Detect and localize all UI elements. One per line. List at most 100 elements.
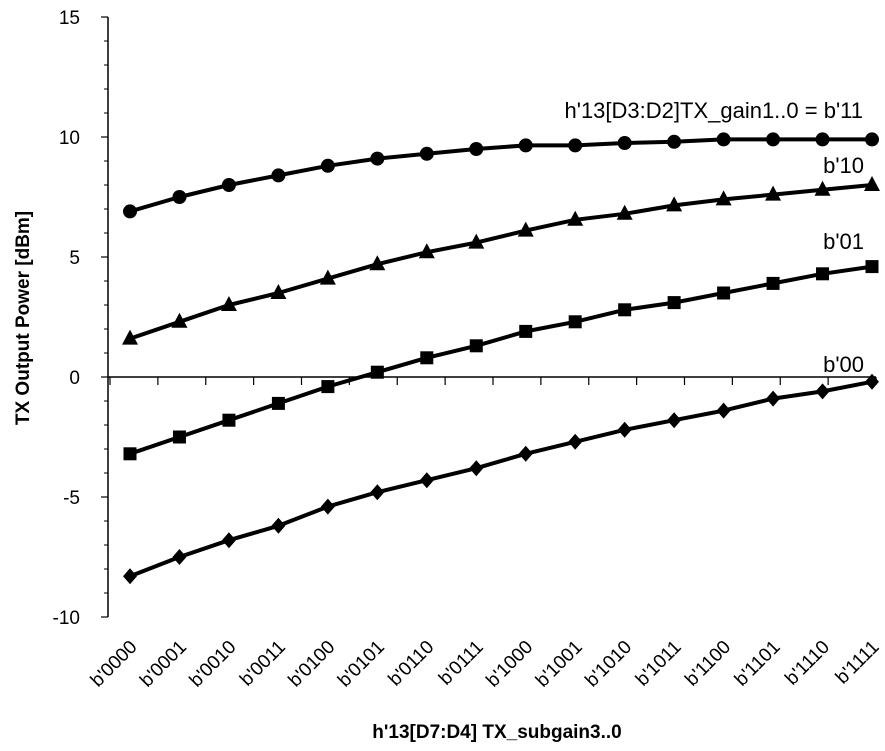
data-point [715, 190, 732, 206]
x-tick-label: b'1010 [581, 637, 636, 692]
y-tick-label: -5 [63, 488, 80, 509]
x-axis-ticks: b'0000b'0001b'0010b'0011b'0100b'0101b'01… [87, 377, 884, 691]
series-label: b'00 [823, 352, 864, 377]
data-point [469, 460, 484, 477]
series-label: b'01 [823, 229, 864, 254]
data-point [370, 365, 384, 379]
data-point [518, 445, 533, 462]
data-point [420, 351, 434, 365]
data-point [616, 204, 633, 220]
x-tick-label: b'0111 [435, 637, 488, 690]
data-point [320, 498, 335, 515]
data-point [618, 303, 632, 317]
data-point [816, 267, 830, 281]
series-line [129, 379, 873, 579]
series-line [129, 183, 873, 341]
y-tick-label: 10 [59, 128, 80, 149]
y-tick-label: 5 [69, 248, 80, 269]
data-point [271, 517, 286, 534]
data-point [319, 269, 336, 285]
data-point [221, 532, 236, 549]
data-point [369, 255, 386, 271]
y-tick-label: -10 [53, 608, 80, 629]
data-point [766, 276, 780, 290]
data-point [418, 243, 435, 259]
x-tick-label: b'1011 [632, 637, 686, 691]
data-point [221, 178, 236, 192]
x-tick-label: b'1110 [781, 637, 834, 690]
data-point [716, 132, 731, 147]
data-point [321, 380, 335, 394]
data-point [370, 151, 385, 166]
data-point [766, 132, 781, 147]
data-point [517, 221, 534, 237]
data-point [667, 134, 682, 149]
data-point [123, 568, 137, 585]
x-tick-label: b'0000 [87, 637, 142, 692]
data-point [568, 433, 583, 450]
data-point [172, 190, 187, 204]
data-point [419, 472, 434, 489]
y-axis-title: TX Output Power [dBm] [13, 211, 34, 425]
series-label: h'13[D3:D2]TX_gain1..0 = b'11 [565, 98, 863, 123]
data-point [469, 339, 483, 353]
data-point [222, 413, 236, 427]
data-point [172, 430, 186, 444]
data-point [123, 204, 137, 219]
x-tick-label: b'0110 [385, 637, 439, 691]
data-point [419, 146, 434, 161]
series-triangle: b'10 [122, 153, 880, 345]
data-point [220, 296, 237, 311]
data-point [717, 286, 731, 300]
data-point [270, 284, 287, 299]
x-tick-label: b'0100 [285, 637, 340, 692]
x-tick-label: b'1111 [832, 637, 884, 689]
data-point [814, 180, 831, 196]
axes [107, 17, 876, 617]
x-tick-label: b'0010 [186, 637, 241, 692]
data-point [667, 412, 682, 429]
x-axis-title: h'13[D7:D4] TX_subgain3..0 [372, 722, 621, 743]
data-point [469, 142, 484, 156]
data-point [518, 138, 533, 153]
data-point [123, 447, 137, 461]
y-tick-label: 0 [69, 368, 80, 389]
data-point [271, 396, 285, 410]
data-point [519, 324, 533, 338]
data-point [716, 402, 731, 419]
x-tick-label: b'0011 [236, 637, 290, 691]
data-point [865, 260, 879, 274]
series-layer: h'13[D3:D2]TX_gain1..0 = b'11 b'10 b'01 b'0… [122, 98, 880, 585]
x-tick-label: b'0001 [136, 637, 191, 692]
data-point [468, 233, 485, 249]
data-point [865, 132, 879, 147]
data-point [172, 549, 187, 565]
data-point [766, 390, 781, 407]
data-point [617, 136, 632, 150]
data-point [370, 484, 385, 501]
data-point [667, 296, 681, 310]
data-point [865, 373, 879, 390]
y-axis-ticks: -10 -5 0 5 10 15 [53, 8, 108, 629]
data-point [320, 158, 335, 173]
data-point [567, 210, 584, 226]
x-tick-label: b'1100 [681, 637, 735, 691]
series-line [129, 137, 872, 214]
series-square: b'01 [123, 229, 879, 461]
y-tick-label: 15 [59, 8, 80, 29]
data-point [815, 383, 830, 400]
series-label: b'10 [823, 153, 864, 178]
data-point [271, 168, 286, 183]
x-tick-label: b'0101 [334, 637, 389, 692]
series-line [129, 264, 873, 456]
data-point [864, 176, 880, 191]
data-point [568, 315, 582, 329]
data-point [568, 138, 583, 153]
series-circle: h'13[D3:D2]TX_gain1..0 = b'11 [123, 98, 879, 219]
x-tick-label: b'1001 [532, 637, 587, 692]
data-point [171, 312, 188, 328]
x-tick-label: b'1101 [731, 637, 785, 691]
data-point [666, 196, 683, 212]
data-point [765, 185, 782, 201]
